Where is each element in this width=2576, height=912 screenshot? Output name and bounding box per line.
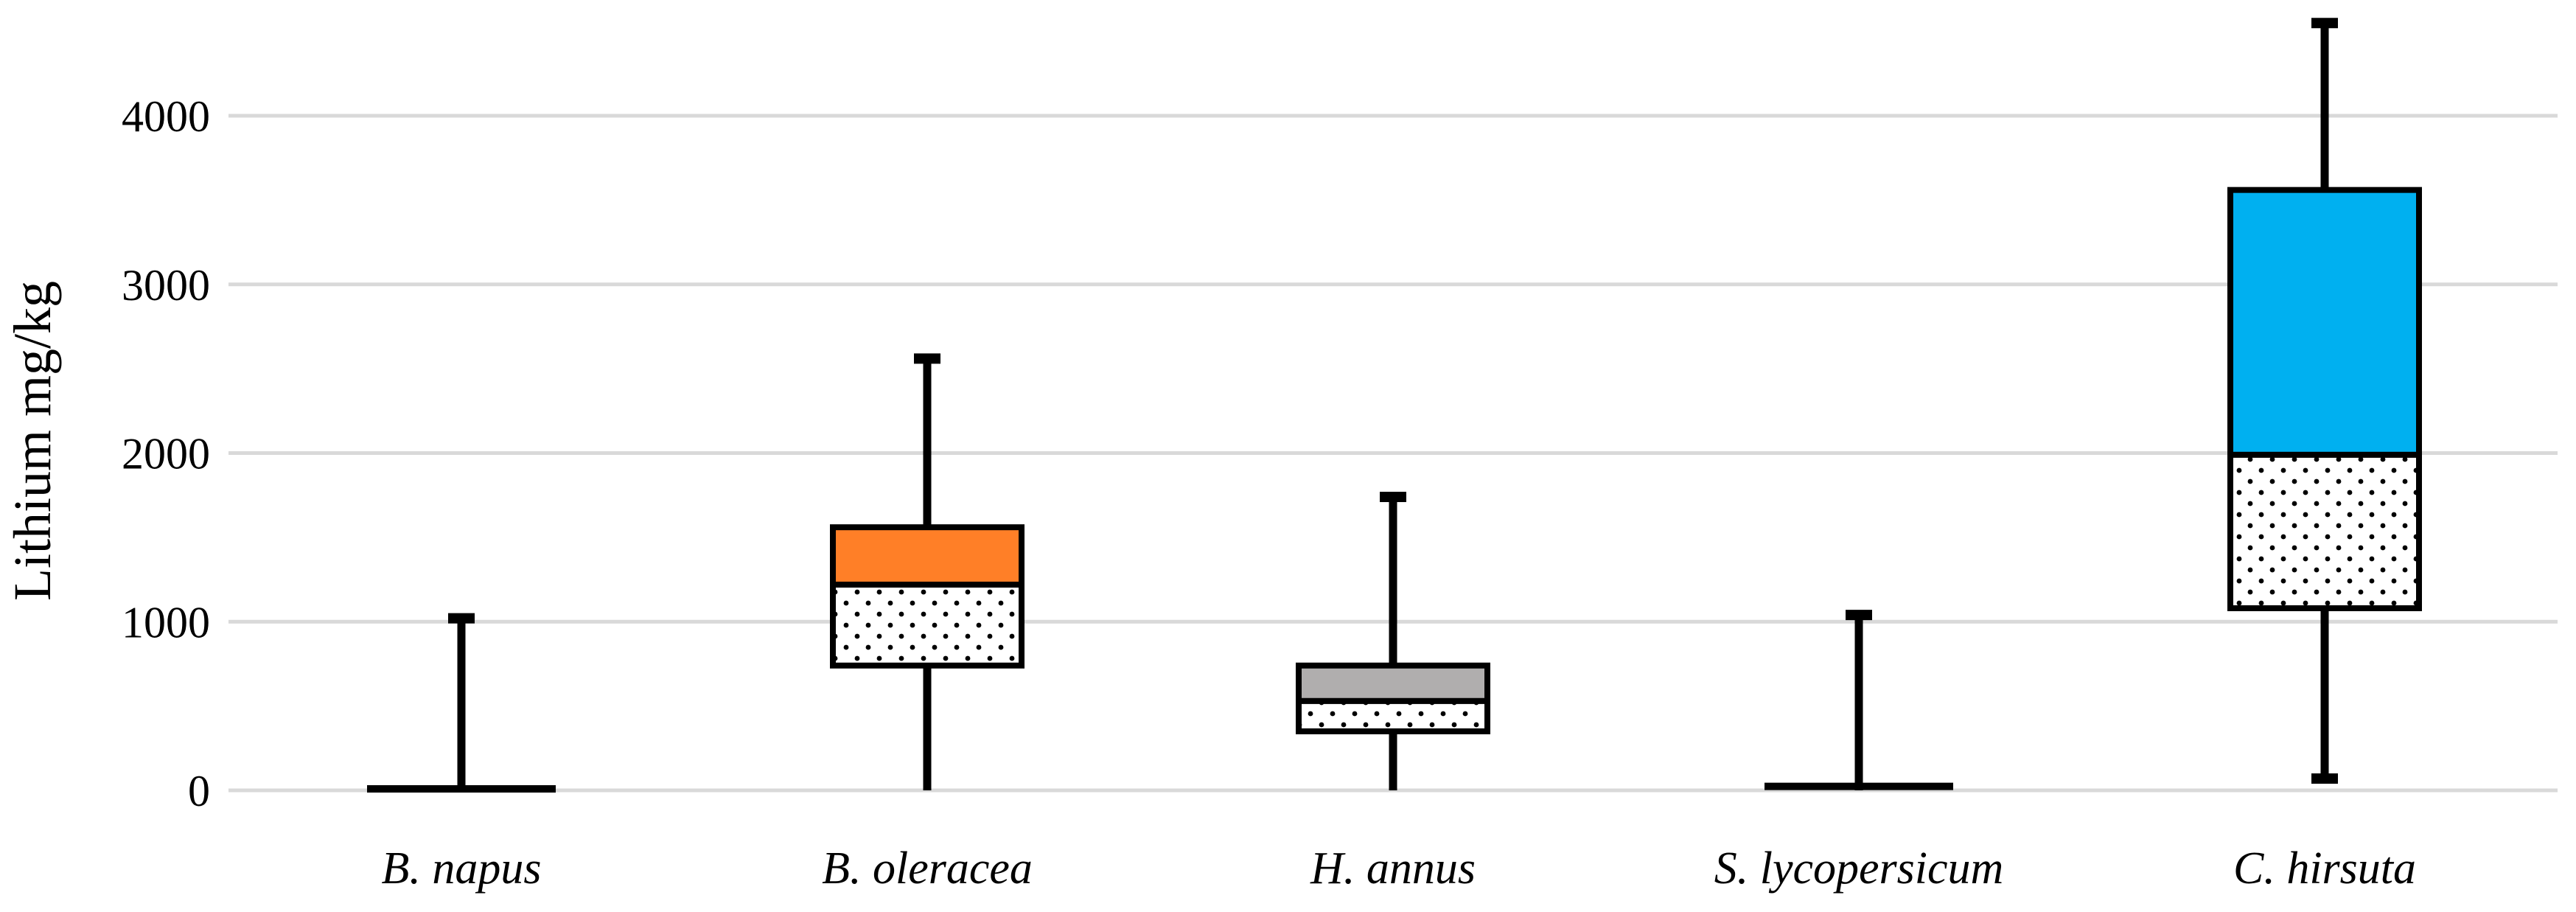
x-category-labels: B. napus B. oleracea H. annus S. lycopersic… bbox=[382, 843, 2417, 894]
y-tick-label: 4000 bbox=[122, 92, 210, 141]
box-upper-quartile bbox=[830, 524, 1025, 588]
box-b-oleracea bbox=[830, 353, 1025, 790]
x-category-label: B. napus bbox=[382, 843, 542, 894]
box-b-napus bbox=[367, 613, 556, 793]
x-category-label: S. lycopersicum bbox=[1714, 843, 2004, 894]
y-axis-title: Lithium mg/kg bbox=[3, 281, 62, 601]
x-category-label: C. hirsuta bbox=[2233, 843, 2416, 894]
box-h-annus bbox=[1296, 491, 1490, 790]
box-upper-quartile bbox=[1296, 662, 1490, 704]
box-lower-quartile bbox=[1296, 697, 1490, 734]
y-tick-labels: 0 1000 2000 3000 4000 bbox=[122, 92, 210, 815]
x-category-label: B. oleracea bbox=[822, 843, 1033, 894]
box-upper-quartile bbox=[2227, 187, 2422, 458]
box-lower-quartile bbox=[830, 581, 1025, 669]
y-tick-label: 1000 bbox=[122, 598, 210, 647]
y-tick-label: 0 bbox=[188, 767, 210, 815]
box-s-lycopersicum bbox=[1765, 610, 1953, 790]
y-tick-label: 3000 bbox=[122, 261, 210, 310]
x-category-label: H. annus bbox=[1310, 843, 1476, 894]
gridlines bbox=[228, 114, 2558, 793]
box-lower-quartile bbox=[2227, 451, 2422, 611]
box-c-hirsuta bbox=[2227, 18, 2422, 784]
box-plots bbox=[367, 18, 2422, 793]
y-tick-label: 2000 bbox=[122, 430, 210, 478]
